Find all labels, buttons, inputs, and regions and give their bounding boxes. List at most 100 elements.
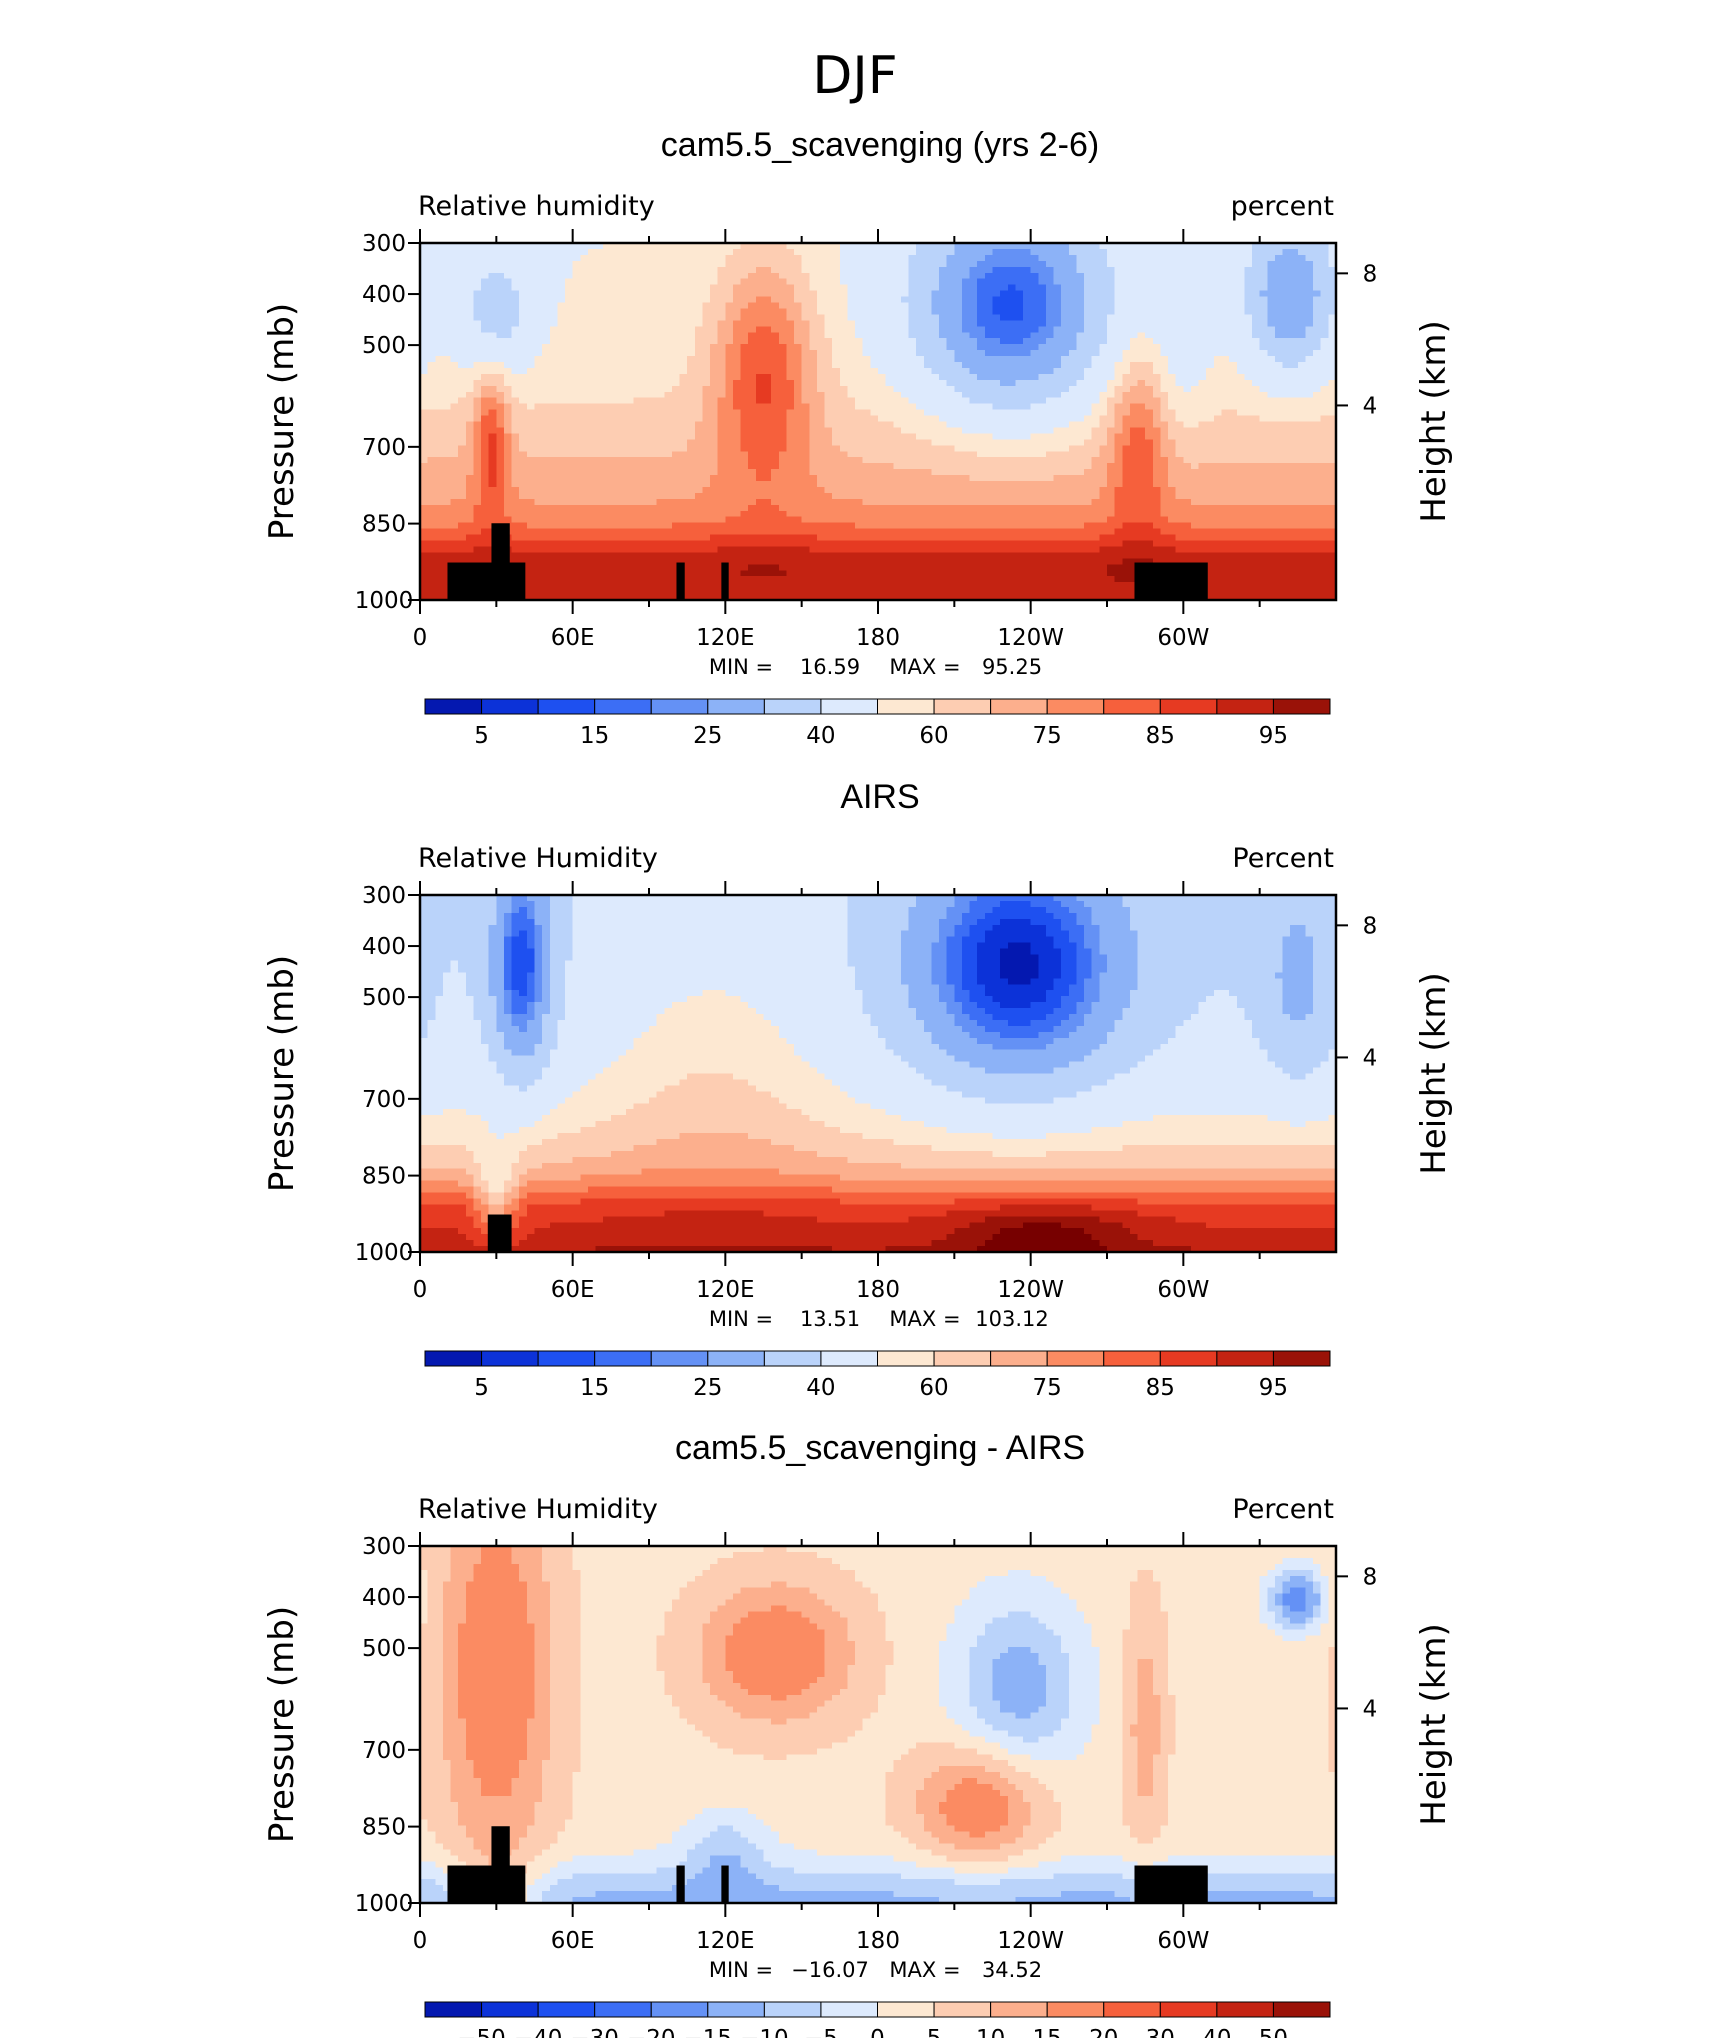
field-cell xyxy=(1267,463,1276,470)
field-cell xyxy=(442,320,452,327)
field-cell xyxy=(870,451,879,458)
field-cell xyxy=(610,308,620,315)
field-cell xyxy=(1297,243,1307,250)
field-cell xyxy=(931,481,940,488)
field-cell xyxy=(671,290,681,298)
field-cell xyxy=(748,320,757,327)
field-cell xyxy=(794,356,803,363)
field-cell xyxy=(1168,373,1177,381)
field-cell xyxy=(427,243,436,250)
field-cell xyxy=(503,332,513,339)
field-cell xyxy=(687,302,696,310)
field-cell xyxy=(442,463,452,470)
field-cell xyxy=(1145,278,1154,286)
field-cell xyxy=(435,344,444,351)
field-cell xyxy=(1221,356,1230,363)
field-cell xyxy=(1290,308,1299,315)
field-cell xyxy=(1045,302,1055,310)
field-cell xyxy=(1114,451,1123,458)
field-cell xyxy=(1015,254,1024,262)
field-cell xyxy=(526,427,536,434)
field-cell xyxy=(954,486,963,494)
field-cell xyxy=(1190,445,1200,452)
field-cell xyxy=(1114,266,1123,274)
field-cell xyxy=(1152,320,1162,327)
field-cell xyxy=(610,362,620,369)
field-cell xyxy=(923,290,933,298)
field-cell xyxy=(809,278,818,286)
field-cell xyxy=(610,409,620,417)
field-cell xyxy=(977,284,986,292)
field-cell xyxy=(1305,367,1314,375)
field-cell xyxy=(1328,475,1337,482)
field-cell xyxy=(748,338,757,345)
field-cell xyxy=(717,397,726,405)
field-cell xyxy=(893,314,902,321)
field-cell xyxy=(458,486,467,494)
field-cell xyxy=(931,320,940,327)
field-cell xyxy=(671,260,681,268)
field-cell xyxy=(763,409,772,417)
field-cell xyxy=(816,278,826,286)
field-cell xyxy=(1213,326,1223,333)
field-cell xyxy=(1091,391,1100,399)
field-cell xyxy=(1297,344,1307,351)
field-cell xyxy=(916,403,925,411)
field-cell xyxy=(923,356,933,363)
field-cell xyxy=(481,475,490,482)
field-cell xyxy=(557,356,566,363)
field-cell xyxy=(664,391,673,399)
field-cell xyxy=(748,314,757,321)
field-cell xyxy=(816,409,826,417)
field-cell xyxy=(488,486,497,494)
field-cell xyxy=(1282,344,1291,351)
field-cell xyxy=(1328,296,1337,304)
field-cell xyxy=(671,344,681,351)
field-cell xyxy=(1267,254,1276,262)
field-cell xyxy=(458,445,467,452)
field-cell xyxy=(1244,409,1253,417)
field-cell xyxy=(603,254,612,262)
field-cell xyxy=(1007,356,1016,363)
field-cell xyxy=(855,266,864,274)
field-cell xyxy=(763,272,772,280)
field-cell xyxy=(1160,326,1169,333)
field-cell xyxy=(435,403,444,411)
field-cell xyxy=(694,385,704,393)
field-cell xyxy=(939,296,948,304)
field-cell xyxy=(870,373,879,381)
field-cell xyxy=(687,314,696,321)
field-cell xyxy=(526,433,536,440)
field-cell xyxy=(740,302,749,310)
field-cell xyxy=(961,296,971,304)
field-cell xyxy=(488,278,497,286)
field-cell xyxy=(1168,427,1177,434)
field-cell xyxy=(1000,260,1009,268)
field-cell xyxy=(534,421,543,429)
field-cell xyxy=(587,415,597,423)
field-cell xyxy=(1206,379,1215,387)
field-cell xyxy=(1252,290,1261,298)
field-cell xyxy=(816,338,826,345)
field-cell xyxy=(626,379,635,387)
field-cell xyxy=(656,296,665,304)
field-cell xyxy=(1183,439,1192,446)
field-cell xyxy=(755,457,765,464)
field-cell xyxy=(801,248,810,256)
field-cell xyxy=(679,439,688,446)
field-cell xyxy=(1091,427,1100,434)
field-cell xyxy=(420,284,429,292)
field-cell xyxy=(542,457,551,464)
field-cell xyxy=(458,308,467,315)
field-cell xyxy=(1190,314,1200,321)
field-cell xyxy=(763,403,772,411)
field-cell xyxy=(572,308,581,315)
field-cell xyxy=(1175,469,1184,476)
field-cell xyxy=(481,445,490,452)
field-cell xyxy=(1236,475,1245,482)
field-cell xyxy=(580,266,589,274)
field-cell xyxy=(870,409,879,417)
field-cell xyxy=(1084,290,1093,298)
field-cell xyxy=(954,243,963,250)
field-cell xyxy=(816,367,826,375)
